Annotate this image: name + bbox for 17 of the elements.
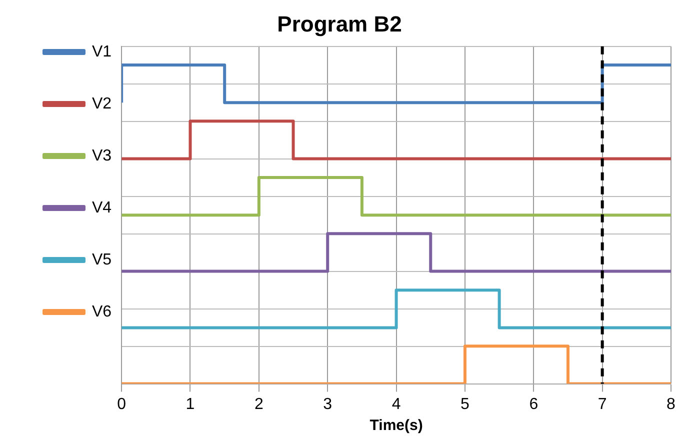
x-tick-label: 2 xyxy=(254,396,264,413)
x-tick-label: 4 xyxy=(392,396,401,413)
legend-label: V6 xyxy=(92,303,112,320)
legend-label: V2 xyxy=(92,95,112,112)
legend-label: V3 xyxy=(92,147,112,164)
chart-title: Program B2 xyxy=(277,11,402,36)
x-tick-label: 7 xyxy=(598,396,607,413)
x-tick-label: 8 xyxy=(666,396,676,413)
x-tick-label: 5 xyxy=(460,396,470,413)
x-tick-label: 6 xyxy=(529,396,538,413)
x-tick-label: 0 xyxy=(117,396,126,413)
x-tick-label: 1 xyxy=(186,396,195,413)
x-axis-title: Time(s) xyxy=(370,417,423,434)
legend-label: V4 xyxy=(92,199,112,216)
x-tick-label: 3 xyxy=(323,396,332,413)
legend-label: V1 xyxy=(92,43,112,60)
legend-label: V5 xyxy=(92,251,112,268)
